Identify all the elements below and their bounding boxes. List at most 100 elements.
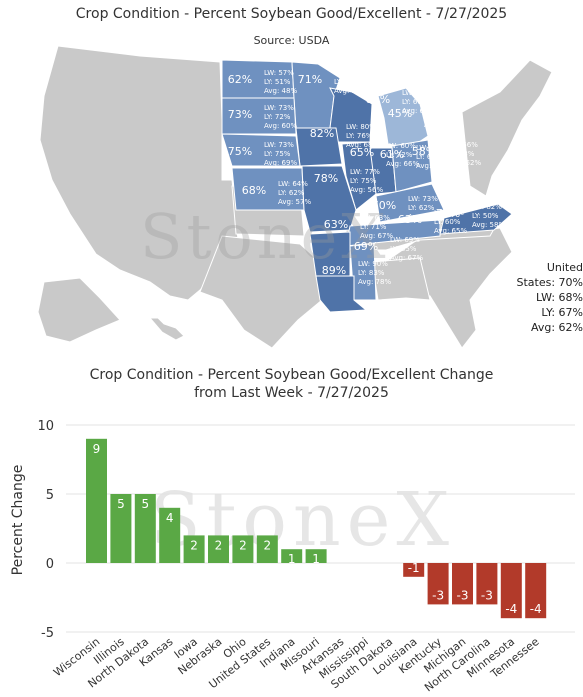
state-lw: LW: 56% [448, 141, 478, 149]
y-axis-label: Percent Change [10, 465, 26, 576]
state-lw: LW: 75% [334, 69, 364, 77]
state-value: 73% [228, 108, 252, 121]
state-lw: LW: 90% [358, 260, 388, 268]
state-ly: LY: 69% [416, 153, 443, 161]
state-label: 79% LW: 82%LY: 50%Avg: 58% [436, 203, 506, 229]
bar [183, 535, 205, 563]
bar-value-label: 2 [215, 538, 223, 552]
state-value: 82% [310, 127, 334, 140]
state-lw: LW: 80% [346, 123, 376, 131]
state-value: 68% [242, 184, 266, 197]
state-value: 89% [322, 264, 346, 277]
state-lw: LW: 64% [278, 180, 308, 188]
state-avg: Avg: 58% [472, 221, 505, 229]
state-value: 58% [412, 145, 436, 158]
state-texas [199, 235, 323, 349]
state-alaska [37, 277, 121, 343]
state-label: 63% LW: 63%LY: 71%Avg: 67% [324, 214, 394, 240]
us-total-ly: LY: 67% [541, 306, 583, 319]
y-tick-label: 0 [46, 557, 54, 572]
state-ly: LY: 60% [402, 98, 429, 106]
map-title: Crop Condition - Percent Soybean Good/Ex… [75, 6, 508, 22]
state-lw: LW: 60% [386, 142, 416, 150]
state-avg: Avg: 69% [264, 159, 297, 167]
state-label: 45% LW: 48%LY: 59%Avg: 59% [388, 103, 458, 129]
state-nebraska [221, 133, 301, 167]
bar [159, 507, 181, 563]
state-avg: Avg: 59% [424, 121, 457, 129]
state-avg: Avg: 67% [360, 232, 393, 240]
state-avg: Avg: 65% [434, 227, 467, 235]
state-ly: LY: 83% [358, 269, 385, 277]
y-tick-label: 10 [37, 419, 54, 434]
state-lw: LW: 77% [350, 168, 380, 176]
state-label: 68% LW: 64%LY: 62%Avg: 57% [242, 180, 312, 206]
state-value: 61% [380, 148, 404, 161]
y-ticks: -5 0 5 10 [37, 419, 54, 641]
chart-title: Crop Condition - Percent Soybean Good/Ex… [0, 366, 583, 402]
state-label: 70% LW: 73%LY: 62%Avg: 68% [372, 195, 442, 221]
bar-value-label: -4 [530, 602, 542, 616]
bar [134, 494, 156, 563]
state-avg: Avg: 66% [386, 160, 419, 168]
bar [500, 563, 522, 619]
state-hawaii [148, 317, 185, 341]
bar [525, 563, 547, 619]
state-ly: LY: 62% [278, 189, 305, 197]
state-ly: LY: 51% [264, 78, 291, 86]
bar [256, 535, 278, 563]
state-label: 62% LW: 57%LY: 51%Avg: 48% [228, 69, 298, 95]
state-lw: LW: 69% [390, 236, 420, 244]
bar [86, 438, 107, 563]
state-label: 71% LW: 75%LY: 60%Avg: 58% [298, 69, 368, 95]
state-value: 71% [298, 73, 322, 86]
state-west [39, 45, 251, 301]
bar [476, 563, 498, 605]
bar [427, 563, 449, 605]
bar [305, 549, 327, 563]
state-avg: Avg: 56% [350, 186, 383, 194]
state-illinois [341, 141, 377, 211]
bar-value-label: 2 [263, 538, 271, 552]
chart-title-line-2: from Last Week - 7/27/2025 [194, 385, 389, 401]
state-label: 58% LW: 56%LY: 63%Avg: 62% [412, 141, 482, 167]
bar-value-label: -3 [457, 588, 469, 602]
state-avg: Avg: 67% [390, 254, 423, 262]
map-soy-states [221, 59, 513, 313]
state-ly: LY: 72% [264, 113, 291, 121]
state-ly: LY: 63% [448, 150, 475, 158]
bar [452, 563, 473, 605]
state-value: 62% [228, 73, 252, 86]
state-label: 69% LW: 69%LY: 65%Avg: 67% [354, 236, 424, 262]
state-ly: LY: 71% [360, 223, 387, 231]
chart-title-line-1: Crop Condition - Percent Soybean Good/Ex… [89, 367, 494, 383]
state-avg: Avg: 48% [264, 87, 297, 95]
state-ly: LY: 75% [264, 150, 291, 158]
state-value: 45% [388, 107, 412, 120]
bar [403, 563, 425, 577]
bar [232, 535, 254, 563]
state-avg: Avg: 60% [264, 122, 297, 130]
state-lw: LW: 67% [434, 209, 464, 217]
bar-value-label: -1 [408, 561, 420, 575]
state-label: 84% LW: 75%LY: 60%Avg: 69% [366, 89, 436, 115]
state-ly: LY: 62% [408, 204, 435, 212]
state-ly: LY: 50% [472, 212, 499, 220]
state-north-carolina [439, 203, 513, 235]
bar [110, 494, 132, 563]
state-labels: 62% LW: 57%LY: 51%Avg: 48%71% LW: 75% LY: 6… [228, 69, 506, 286]
state-value: 75% [228, 145, 252, 158]
bar-value-label: 5 [117, 497, 125, 511]
state-avg: Avg: 78% [358, 278, 391, 286]
state-lw: LW: 63% [360, 214, 390, 222]
state-lw: LW: 48% [424, 103, 454, 111]
bar-value-label: 5 [141, 497, 149, 511]
state-value: 69% [354, 240, 378, 253]
us-soybean-map: StoneX 62% LW: 57%LY: 51%Avg: 48%71% LW: 7… [37, 45, 553, 349]
us-total-box: United States: 70% LW: 68% LY: 67% Avg: … [505, 260, 583, 335]
state-avg: Avg: 64% [416, 162, 449, 170]
state-kentucky [375, 183, 445, 223]
state-value: 78% [314, 172, 338, 185]
